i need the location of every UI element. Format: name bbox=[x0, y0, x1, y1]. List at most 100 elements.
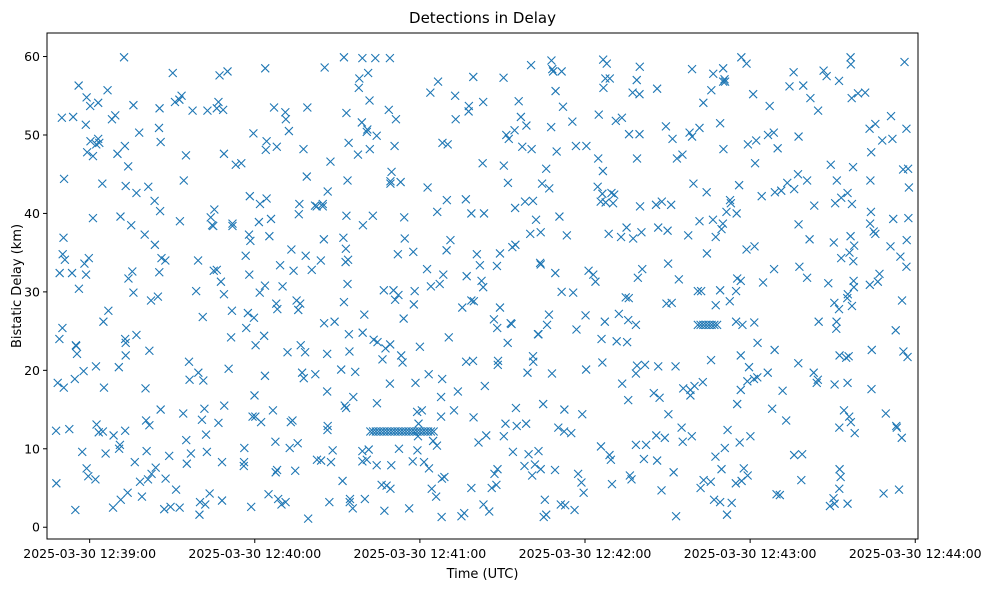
scatter-point bbox=[129, 288, 138, 298]
scatter-point bbox=[372, 460, 382, 470]
scatter-point bbox=[843, 499, 852, 509]
scatter-point bbox=[623, 395, 633, 405]
scatter-point bbox=[685, 128, 694, 138]
scatter-point bbox=[212, 103, 222, 113]
scatter-point bbox=[336, 365, 346, 374]
scatter-point bbox=[354, 83, 364, 93]
scatter-point bbox=[396, 351, 406, 360]
scatter-point bbox=[597, 189, 607, 199]
scatter-point bbox=[399, 314, 409, 323]
scatter-point bbox=[846, 417, 856, 427]
scatter-point bbox=[736, 52, 746, 62]
scatter-point bbox=[436, 412, 446, 422]
scatter-point bbox=[834, 484, 844, 494]
scatter-point bbox=[362, 455, 372, 465]
scatter-point bbox=[823, 278, 833, 288]
scatter-point bbox=[669, 467, 679, 477]
scatter-point bbox=[489, 314, 499, 324]
scatter-point bbox=[641, 440, 651, 450]
scatter-point bbox=[866, 207, 876, 217]
scatter-point bbox=[266, 214, 276, 224]
scatter-point bbox=[888, 134, 897, 144]
scatter-point bbox=[205, 489, 215, 498]
scatter-point bbox=[387, 167, 396, 177]
scatter-point bbox=[765, 101, 775, 111]
scatter-point bbox=[632, 361, 642, 371]
scatter-point bbox=[674, 274, 684, 284]
scatter-point bbox=[649, 388, 659, 398]
scatter-point bbox=[687, 132, 697, 141]
scatter-point bbox=[466, 483, 476, 493]
scatter-point bbox=[360, 494, 370, 504]
scatter-point bbox=[888, 214, 898, 224]
scatter-point bbox=[598, 55, 608, 65]
scatter-point bbox=[715, 497, 725, 507]
scatter-point bbox=[214, 418, 223, 428]
scatter-point bbox=[88, 151, 98, 161]
scatter-point bbox=[597, 358, 607, 367]
scatter-point bbox=[484, 507, 494, 516]
scatter-point bbox=[739, 464, 749, 473]
scatter-point bbox=[722, 510, 732, 520]
scatter-point bbox=[443, 140, 453, 149]
scatter-point bbox=[666, 200, 676, 210]
scatter-point bbox=[385, 379, 395, 389]
scatter-point bbox=[632, 154, 642, 163]
scatter-point bbox=[834, 423, 844, 432]
scatter-point bbox=[769, 264, 779, 274]
scatter-point bbox=[559, 427, 569, 436]
scatter-point bbox=[262, 194, 271, 203]
scatter-point bbox=[386, 484, 395, 494]
scatter-point bbox=[789, 450, 799, 460]
scatter-point bbox=[635, 201, 645, 211]
scatter-point bbox=[546, 122, 556, 132]
scatter-point bbox=[550, 465, 560, 475]
scatter-point bbox=[99, 317, 108, 327]
scatter-point bbox=[195, 510, 204, 520]
scatter-point bbox=[712, 320, 722, 330]
scatter-point bbox=[386, 460, 396, 470]
scatter-point bbox=[734, 180, 744, 190]
scatter-point bbox=[709, 320, 719, 330]
scatter-point bbox=[319, 318, 329, 328]
scatter-point bbox=[812, 378, 822, 388]
scatter-point bbox=[593, 182, 603, 192]
scatter-point bbox=[720, 77, 730, 87]
scatter-point bbox=[708, 215, 718, 225]
scatter-point bbox=[506, 318, 516, 328]
x-tick-label: 2025-03-30 12:39:00 bbox=[23, 546, 156, 561]
scatter-point bbox=[475, 260, 485, 270]
scatter-point bbox=[640, 360, 650, 370]
scatter-point bbox=[82, 464, 92, 473]
scatter-point bbox=[835, 351, 844, 360]
scatter-point bbox=[293, 438, 303, 448]
scatter-point bbox=[702, 249, 712, 258]
scatter-point bbox=[753, 338, 762, 348]
scatter-point bbox=[372, 131, 382, 141]
scatter-point bbox=[280, 107, 290, 117]
scatter-point bbox=[143, 182, 153, 192]
scatter-point bbox=[795, 262, 804, 272]
scatter-point bbox=[285, 443, 295, 453]
scatter-point bbox=[581, 141, 591, 151]
scatter-point bbox=[683, 231, 693, 240]
scatter-point bbox=[399, 212, 409, 222]
scatter-point bbox=[867, 345, 877, 355]
plot-frame bbox=[46, 32, 919, 540]
scatter-point bbox=[368, 211, 378, 221]
scatter-point bbox=[750, 158, 760, 168]
scatter-point bbox=[635, 89, 644, 99]
scatter-point bbox=[499, 161, 509, 170]
scatter-point bbox=[316, 256, 326, 265]
scatter-point bbox=[423, 183, 432, 192]
scatter-point bbox=[437, 474, 447, 483]
scatter-point bbox=[899, 347, 908, 356]
scatter-point bbox=[751, 136, 761, 145]
scatter-point bbox=[621, 292, 631, 302]
scatter-point bbox=[364, 445, 374, 454]
scatter-point bbox=[624, 129, 634, 139]
scatter-point bbox=[319, 234, 329, 244]
scatter-point bbox=[570, 505, 579, 515]
scatter-point bbox=[479, 209, 489, 218]
scatter-point bbox=[829, 298, 839, 308]
